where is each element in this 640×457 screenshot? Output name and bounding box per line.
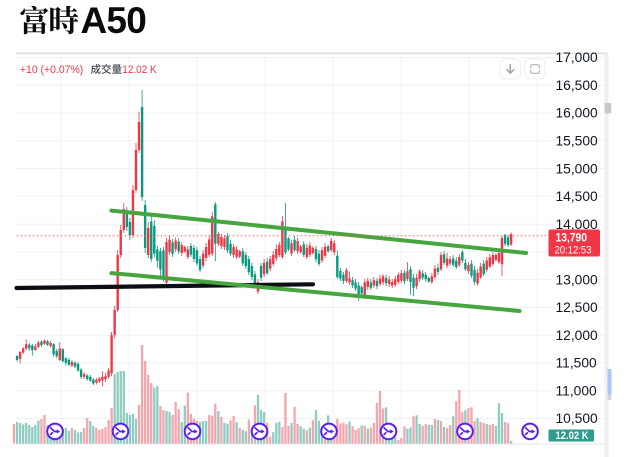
svg-text:12,000: 12,000: [556, 328, 599, 343]
svg-text:10,500: 10,500: [556, 411, 599, 426]
svg-text:20:12:53: 20:12:53: [555, 245, 592, 257]
svg-text:15,500: 15,500: [556, 134, 599, 149]
svg-text:15,000: 15,000: [556, 161, 599, 176]
svg-text:12.02 K: 12.02 K: [556, 430, 589, 442]
svg-text:17,000: 17,000: [556, 50, 599, 65]
svg-text:12.02 K: 12.02 K: [122, 64, 157, 76]
svg-text:16,000: 16,000: [556, 106, 599, 121]
svg-text:12,500: 12,500: [556, 300, 599, 315]
svg-text:14,000: 14,000: [556, 217, 599, 232]
svg-text:11,000: 11,000: [556, 383, 598, 398]
svg-text:14,500: 14,500: [556, 189, 599, 204]
svg-text:A50: A50: [81, 0, 147, 41]
svg-text:13,790: 13,790: [556, 231, 588, 245]
svg-text:16,500: 16,500: [556, 78, 599, 93]
svg-text:11,500: 11,500: [556, 356, 598, 371]
svg-text:13,000: 13,000: [556, 272, 599, 287]
svg-text:+10 (+0.07%): +10 (+0.07%): [20, 64, 84, 76]
